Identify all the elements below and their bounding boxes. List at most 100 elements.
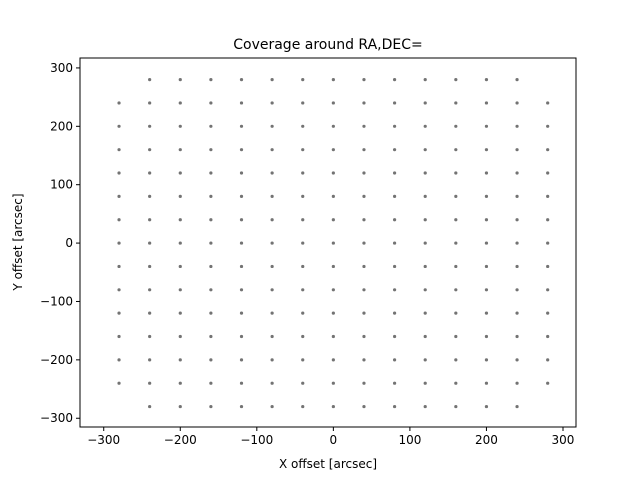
scatter-point	[362, 78, 366, 82]
scatter-point	[546, 311, 550, 315]
scatter-point	[148, 241, 152, 245]
scatter-point	[484, 194, 489, 198]
scatter-point	[454, 358, 458, 362]
scatter-point	[454, 288, 458, 292]
scatter-point	[301, 171, 305, 175]
scatter-point	[178, 381, 182, 385]
scatter-point	[392, 381, 397, 385]
scatter-point	[209, 101, 213, 105]
plot-frame	[79, 57, 577, 428]
scatter-point	[178, 124, 182, 128]
scatter-point	[362, 381, 366, 385]
scatter-point	[546, 264, 550, 269]
scatter-point	[270, 194, 274, 198]
scatter-point	[209, 404, 213, 409]
scatter-point	[546, 288, 550, 292]
scatter-point	[301, 78, 305, 82]
scatter-point	[270, 171, 274, 175]
scatter-point	[178, 148, 182, 152]
scatter-point	[484, 124, 489, 128]
scatter-point	[178, 358, 182, 362]
scatter-point	[117, 264, 121, 269]
scatter-point	[362, 404, 366, 409]
scatter-point	[423, 404, 427, 409]
scatter-point	[515, 358, 519, 362]
scatter-point	[392, 241, 397, 245]
scatter-point	[392, 334, 397, 339]
scatter-point	[423, 311, 427, 315]
scatter-point	[178, 78, 182, 82]
scatter-point	[454, 404, 458, 409]
scatter-point	[239, 358, 244, 362]
scatter-point	[178, 288, 182, 292]
scatter-point	[515, 288, 519, 292]
scatter-point	[148, 311, 152, 315]
scatter-point	[392, 171, 397, 175]
scatter-point	[331, 381, 335, 385]
scatter-point	[484, 358, 489, 362]
scatter-point	[301, 218, 305, 222]
scatter-point	[546, 171, 550, 175]
scatter-point	[148, 358, 152, 362]
scatter-point	[331, 171, 335, 175]
scatter-point	[331, 101, 335, 105]
scatter-point	[239, 241, 244, 245]
scatter-point	[270, 148, 274, 152]
x-tick-label: 100	[398, 433, 421, 447]
scatter-point	[270, 101, 274, 105]
scatter-point	[423, 124, 427, 128]
scatter-point	[484, 78, 489, 82]
scatter-point	[484, 241, 489, 245]
scatter-point	[209, 358, 213, 362]
scatter-point	[546, 241, 550, 245]
scatter-point	[301, 264, 305, 269]
scatter-point	[239, 311, 244, 315]
scatter-point	[270, 218, 274, 222]
scatter-point	[117, 148, 121, 152]
scatter-point	[454, 171, 458, 175]
scatter-point	[209, 381, 213, 385]
scatter-point	[362, 334, 366, 339]
x-tick-label: −100	[240, 433, 273, 447]
scatter-point	[546, 381, 550, 385]
scatter-point	[484, 264, 489, 269]
scatter-point	[423, 148, 427, 152]
scatter-point	[454, 241, 458, 245]
scatter-point	[454, 101, 458, 105]
scatter-point	[423, 78, 427, 82]
scatter-point	[515, 311, 519, 315]
scatter-point	[178, 101, 182, 105]
scatter-point	[270, 78, 274, 82]
scatter-point	[331, 358, 335, 362]
scatter-point	[546, 218, 550, 222]
scatter-point	[209, 124, 213, 128]
scatter-point	[546, 358, 550, 362]
scatter-point	[331, 404, 335, 409]
scatter-point	[117, 218, 121, 222]
scatter-point	[331, 264, 335, 269]
x-tick-label: 0	[330, 433, 338, 447]
scatter-point	[331, 218, 335, 222]
scatter-point	[484, 311, 489, 315]
scatter-point	[392, 358, 397, 362]
scatter-point	[331, 311, 335, 315]
scatter-point	[117, 194, 121, 198]
scatter-point	[392, 101, 397, 105]
scatter-point	[515, 404, 519, 409]
scatter-point	[270, 358, 274, 362]
scatter-point	[546, 194, 550, 198]
scatter-point	[301, 194, 305, 198]
scatter-point	[484, 334, 489, 339]
scatter-point	[148, 101, 152, 105]
scatter-point	[515, 218, 519, 222]
scatter-point	[392, 124, 397, 128]
scatter-point	[178, 334, 182, 339]
scatter-point	[484, 171, 489, 175]
scatter-point	[117, 171, 121, 175]
scatter-point	[484, 148, 489, 152]
scatter-point	[331, 241, 335, 245]
x-axis-label: X offset [arcsec]	[279, 457, 377, 471]
scatter-point	[515, 194, 519, 198]
